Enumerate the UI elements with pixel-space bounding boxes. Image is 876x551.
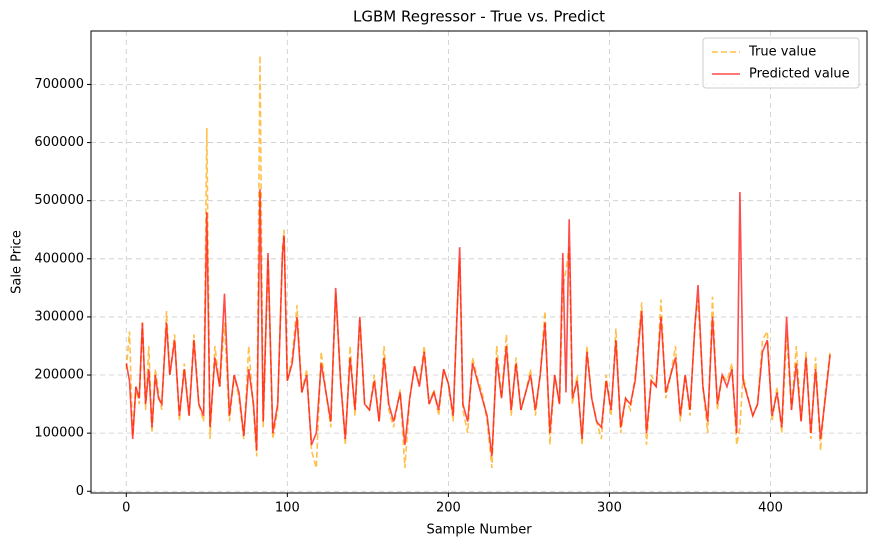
y-tick-label: 400000: [34, 251, 84, 266]
legend-box: [702, 37, 860, 89]
y-tick-label: 500000: [34, 193, 84, 208]
x-tick-label: 0: [122, 501, 130, 516]
series-line: [125, 189, 831, 457]
x-tick-label: 100: [275, 501, 300, 516]
series-line: [125, 55, 831, 469]
x-tick-label: 400: [758, 501, 783, 516]
y-tick-label: 100000: [34, 426, 84, 441]
chart-title: LGBM Regressor - True vs. Predict: [353, 8, 605, 26]
y-tick-label: 600000: [34, 135, 84, 150]
legend-label: True value: [748, 45, 816, 60]
legend-label: Predicted value: [749, 67, 850, 82]
y-tick-label: 200000: [34, 368, 84, 383]
y-tick-label: 300000: [34, 309, 84, 324]
x-axis-label: Sample Number: [426, 523, 532, 538]
plot-frame: [90, 30, 868, 494]
x-tick-label: 300: [597, 501, 622, 516]
x-tick-label: 200: [436, 501, 461, 516]
y-axis-label: Sale Price: [10, 230, 25, 294]
y-tick-label: 700000: [34, 77, 84, 92]
y-tick-label: 0: [76, 484, 84, 499]
